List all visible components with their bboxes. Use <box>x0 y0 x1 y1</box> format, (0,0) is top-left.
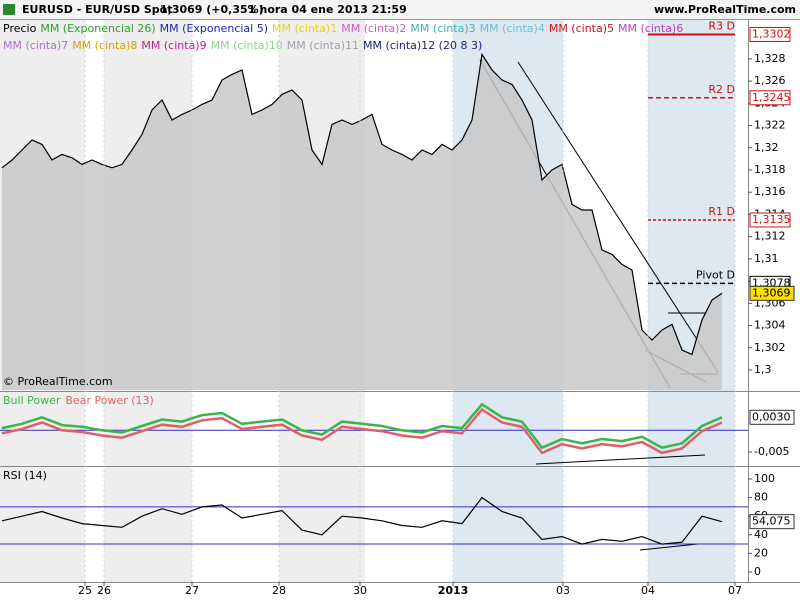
y-tick-label: 1,312 <box>754 230 786 243</box>
series-line <box>1 407 723 455</box>
current-label: 1,3069 <box>752 286 791 299</box>
x-tick-label: 04 <box>641 584 655 597</box>
pivot-box <box>749 90 791 106</box>
legend-entry: MM (cinta)8 <box>72 39 137 52</box>
x-tick-label: 2013 <box>438 584 469 597</box>
axis-area <box>748 20 800 582</box>
legend-entry: MM (cinta)6 <box>618 22 683 35</box>
pivot-label: 1,3135 <box>752 213 791 226</box>
y-tick-label: 80 <box>754 491 768 504</box>
y-tick-label: 100 <box>754 472 775 485</box>
copyright: © ProRealTime.com <box>3 375 113 388</box>
y-tick-label: 1,31 <box>754 252 779 265</box>
y-tick-label: 1,3 <box>754 363 772 376</box>
legend-entry: MM (cinta)9 <box>141 39 206 52</box>
panel-title: Bear Power (13) <box>65 394 153 407</box>
title: EURUSD - EUR/USD Spot <box>22 3 173 16</box>
pivot-label: 1,3245 <box>752 91 791 104</box>
app-icon <box>3 4 15 15</box>
source: www.ProRealTime.com <box>654 3 796 16</box>
x-tick-label: 26 <box>97 584 111 597</box>
current-box <box>749 285 795 301</box>
y-tick-label: 0 <box>754 565 761 578</box>
x-tick-label: 28 <box>272 584 286 597</box>
legend-entry: MM (Exponencial 26) <box>40 22 155 35</box>
series-line <box>1 402 723 450</box>
legend-entry: MM (cinta)3 <box>410 22 475 35</box>
y-tick-label: 1,326 <box>754 74 786 87</box>
trendline <box>639 543 699 551</box>
pivot-name: R3 D <box>708 19 735 32</box>
legend-entry: MM (cinta)1 <box>272 22 337 35</box>
panel-title: Bull Power <box>3 394 61 407</box>
y-tick-label: 40 <box>754 528 768 541</box>
pivot-box <box>749 212 791 228</box>
y-tick-label: 1,328 <box>754 52 786 65</box>
legend-entry: MM (cinta)7 <box>3 39 68 52</box>
panel-title: RSI (14) <box>3 469 47 482</box>
legend-entry: MM (cinta)4 <box>480 22 545 35</box>
current-box <box>749 409 795 425</box>
legend-entry: MM (cinta)10 <box>211 39 283 52</box>
y-tick-label: 1,318 <box>754 163 786 176</box>
pivot-box <box>749 26 791 42</box>
y-tick-label: -0,005 <box>754 445 789 458</box>
current-label: 54,075 <box>752 515 791 528</box>
pivot-name: R1 D <box>708 205 735 218</box>
x-tick-label: 27 <box>185 584 199 597</box>
pivot-name: Pivot D <box>696 268 735 281</box>
x-tick-label: 03 <box>556 584 570 597</box>
series-line <box>1 52 723 356</box>
series-line <box>1 496 723 545</box>
timeframe: 1 hora 04 ene 2013 21:59 <box>248 3 407 16</box>
legend-entry: MM (Exponencial 5) <box>160 22 268 35</box>
pivot-label: 1,3302 <box>752 27 791 40</box>
x-tick-label: 30 <box>353 584 367 597</box>
y-tick-label: 1,322 <box>754 119 786 132</box>
y-tick-label: 20 <box>754 546 768 559</box>
price-area <box>2 54 722 391</box>
current-label: 0,0030 <box>752 410 791 423</box>
price-label: 1,3069 (+0,35%) <box>160 3 264 16</box>
header-bar <box>0 0 800 19</box>
y-tick-label: 1,32 <box>754 141 779 154</box>
y-tick-label: 1,304 <box>754 319 786 332</box>
x-tick-label: 25 <box>78 584 92 597</box>
legend-entry: MM (cinta)2 <box>341 22 406 35</box>
trendline <box>535 454 706 465</box>
trendline <box>517 61 719 373</box>
pivot-name: R2 D <box>708 83 735 96</box>
legend-entry: MM (cinta)5 <box>549 22 614 35</box>
legend-entry: MM (cinta)12 (20 8 3) <box>363 39 482 52</box>
x-tick-label: 07 <box>728 584 742 597</box>
y-tick-label: 1,316 <box>754 185 786 198</box>
current-box <box>749 514 795 530</box>
y-tick-label: 1,302 <box>754 341 786 354</box>
legend-entry: Precio <box>3 22 37 35</box>
legend-entry: MM (cinta)11 <box>287 39 359 52</box>
